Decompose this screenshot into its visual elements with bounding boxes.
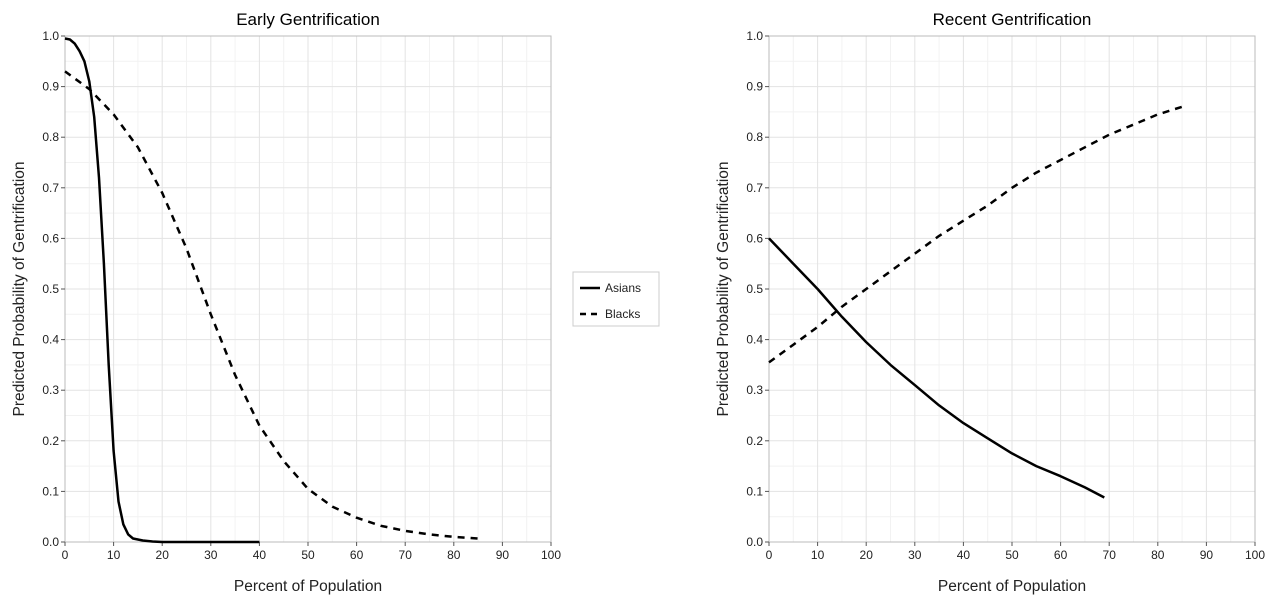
series-line-asians (768, 237, 1105, 499)
series-line-blacks (64, 70, 479, 540)
y-tick-label: 0.4 (746, 333, 763, 347)
legend: Asians Blacks (572, 271, 660, 327)
x-tick-label: 20 (860, 548, 874, 562)
y-tick-label: 0.1 (746, 484, 763, 498)
x-tick-label: 80 (447, 548, 461, 562)
ticks-early: 0 10 20 30 40 50 60 70 80 90 100 0.0 0.1 0.2 0.3 0.4 0.5… (42, 29, 561, 562)
x-tick-label: 70 (399, 548, 413, 562)
y-tick-label: 0.8 (746, 130, 763, 144)
x-tick-label: 50 (301, 548, 315, 562)
y-axis-label-early: Predicted Probability of Gentrification (11, 161, 28, 416)
x-tick-label: 50 (1005, 548, 1019, 562)
x-tick-label: 100 (541, 548, 561, 562)
x-tick-label: 10 (811, 548, 825, 562)
grid-early (64, 35, 552, 543)
ticks-recent: 0 10 20 30 40 50 60 70 80 90 100 0.0 0.1 0.2 0.3 0.4 0.5… (746, 29, 1265, 562)
x-tick-label: 90 (1200, 548, 1214, 562)
grid-recent (768, 35, 1256, 543)
x-tick-label: 80 (1151, 548, 1165, 562)
y-tick-label: 0.1 (42, 484, 59, 498)
y-tick-label: 0.4 (42, 333, 59, 347)
y-tick-label: 1.0 (746, 29, 763, 43)
series-recent (768, 105, 1183, 499)
x-tick-label: 0 (62, 548, 69, 562)
y-tick-label: 0.2 (746, 434, 763, 448)
y-tick-label: 0.5 (746, 282, 763, 296)
y-tick-label: 0.6 (42, 231, 59, 245)
y-tick-label: 0.9 (746, 80, 763, 94)
y-tick-label: 0.3 (746, 383, 763, 397)
x-tick-label: 30 (204, 548, 218, 562)
x-tick-label: 90 (496, 548, 510, 562)
y-tick-label: 0.2 (42, 434, 59, 448)
y-tick-label: 0.6 (746, 231, 763, 245)
chart-title-early: Early Gentrification (236, 10, 380, 29)
y-tick-label: 0.0 (746, 535, 763, 549)
y-tick-label: 0.7 (746, 181, 763, 195)
legend-label-asians: Asians (605, 281, 641, 295)
x-tick-label: 0 (766, 548, 773, 562)
series-line-asians (64, 37, 260, 544)
y-tick-label: 1.0 (42, 29, 59, 43)
chart-title-recent: Recent Gentrification (933, 10, 1092, 29)
y-tick-label: 0.9 (42, 80, 59, 94)
legend-box (572, 271, 660, 327)
x-tick-label: 60 (1054, 548, 1068, 562)
series-line-blacks (768, 105, 1183, 364)
y-axis-label-recent: Predicted Probability of Gentrification (715, 161, 732, 416)
x-tick-label: 40 (253, 548, 267, 562)
y-tick-label: 0.0 (42, 535, 59, 549)
x-tick-label: 40 (957, 548, 971, 562)
y-tick-label: 0.8 (42, 130, 59, 144)
y-tick-label: 0.5 (42, 282, 59, 296)
x-axis-label-recent: Percent of Population (938, 578, 1086, 595)
panel-early-gentrification: 0 10 20 30 40 50 60 70 80 90 100 0.0 0.1 0.2 0.3 0.4 0.5… (11, 10, 561, 595)
legend-label-blacks: Blacks (605, 307, 640, 321)
y-tick-label: 0.3 (42, 383, 59, 397)
x-tick-label: 60 (350, 548, 364, 562)
panel-recent-gentrification: 0 10 20 30 40 50 60 70 80 90 100 0.0 0.1 0.2 0.3 0.4 0.5… (715, 10, 1265, 595)
x-tick-label: 70 (1103, 548, 1117, 562)
x-tick-label: 10 (107, 548, 121, 562)
y-tick-label: 0.7 (42, 181, 59, 195)
x-axis-label-early: Percent of Population (234, 578, 382, 595)
x-tick-label: 100 (1245, 548, 1265, 562)
x-tick-label: 30 (908, 548, 922, 562)
x-tick-label: 20 (156, 548, 170, 562)
series-early (64, 37, 479, 544)
